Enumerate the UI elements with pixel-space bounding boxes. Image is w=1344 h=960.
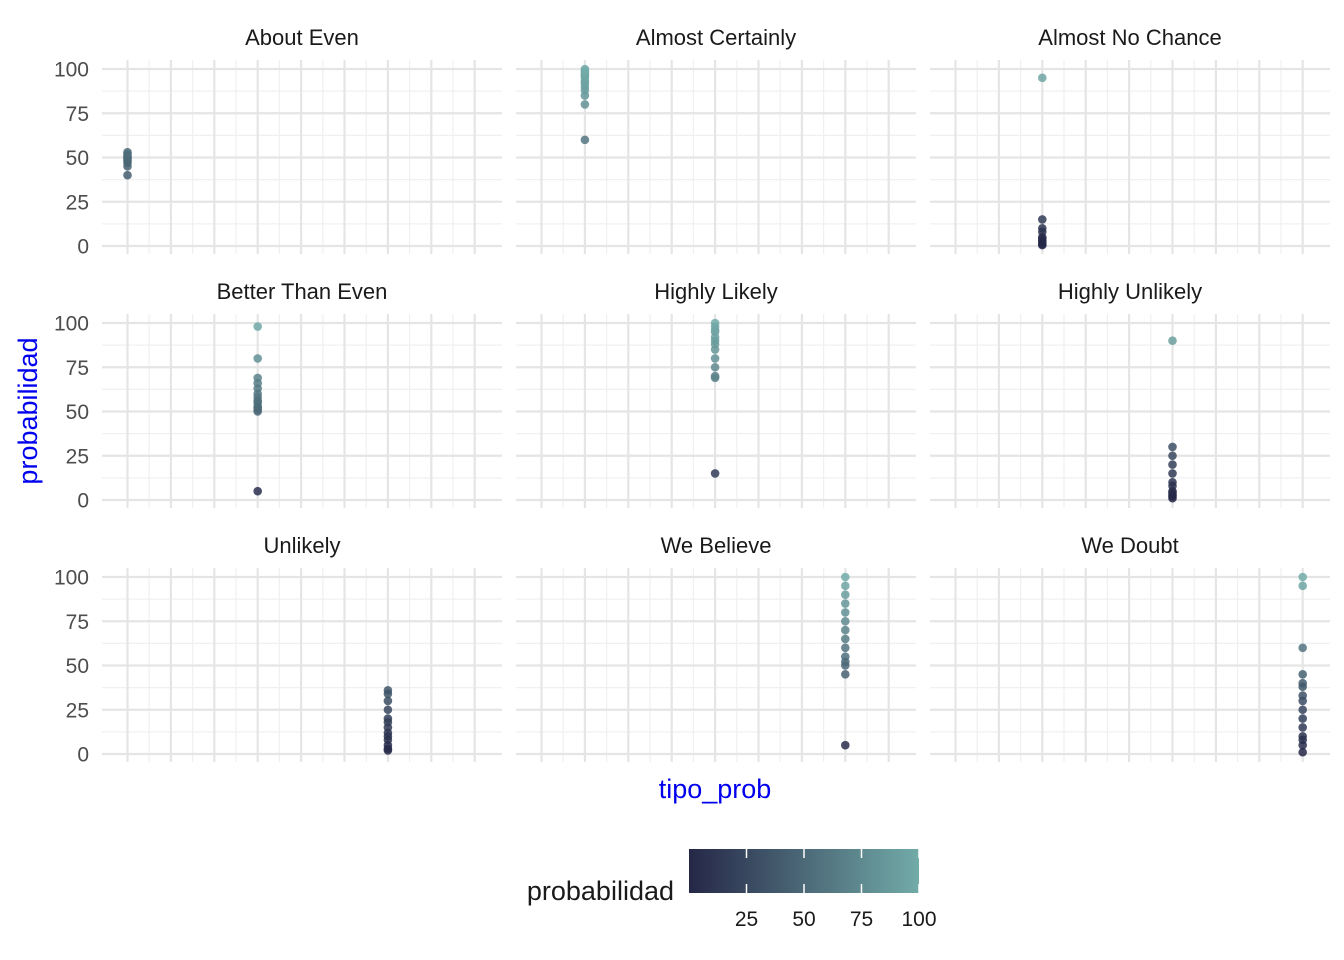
facet-panel: Highly Unlikely [930, 279, 1330, 508]
data-point [1298, 581, 1307, 591]
data-point [841, 581, 850, 591]
facet-panel: Almost No Chance [930, 25, 1330, 254]
data-point [1168, 469, 1177, 478]
data-point [383, 746, 393, 755]
legend-tick-label: 100 [901, 908, 936, 931]
color-legend: probabilidad 25 50 75 100 [527, 849, 937, 931]
data-point [1298, 643, 1307, 653]
data-point [1168, 442, 1177, 452]
data-point [841, 616, 850, 626]
facet-panel: We Believe [516, 533, 916, 762]
facet-panel: Better Than Even 0 25 50 75 100 [54, 279, 502, 513]
data-point [1298, 714, 1307, 723]
data-point [710, 345, 720, 354]
y-tick-label: 25 [66, 445, 89, 468]
data-point [841, 670, 850, 679]
facet-title: Unlikely [263, 533, 340, 558]
data-point [580, 64, 590, 74]
data-point [1298, 670, 1307, 679]
data-point [1298, 740, 1307, 750]
data-point [1298, 682, 1307, 692]
data-point [253, 407, 262, 416]
data-point [580, 100, 590, 109]
facet-title: We Believe [661, 533, 772, 558]
facet-title: Highly Unlikely [1058, 279, 1202, 304]
data-point [1038, 73, 1047, 83]
data-point [580, 135, 590, 145]
data-point [123, 147, 132, 157]
data-point [841, 572, 850, 582]
y-tick-label: 75 [66, 611, 89, 634]
data-point [253, 354, 262, 363]
data-point [841, 740, 850, 750]
y-tick-label: 100 [54, 313, 89, 336]
y-tick-label: 0 [77, 744, 89, 767]
y-tick-label: 75 [66, 357, 89, 380]
data-point [710, 373, 720, 383]
y-axis-title: probabilidad [13, 337, 43, 484]
data-point [1298, 696, 1307, 706]
facet-panels: About Even 0 25 50 75 100 Almost Certainly Almo… [54, 25, 1330, 767]
data-point [1038, 215, 1047, 224]
facet-title: We Doubt [1081, 533, 1178, 558]
data-point [1168, 336, 1177, 346]
y-tick-label: 0 [77, 490, 89, 513]
y-tick-label: 25 [66, 191, 89, 214]
y-tick-label: 0 [77, 236, 89, 259]
facet-title: Highly Likely [654, 279, 778, 304]
data-point [710, 362, 720, 372]
facet-panel: Unlikely 0 25 50 75 100 [54, 533, 502, 767]
data-point [1298, 705, 1307, 715]
data-point [841, 643, 850, 653]
data-point [1298, 723, 1307, 732]
data-point [710, 469, 720, 478]
data-point [1298, 747, 1307, 757]
legend-title: probabilidad [527, 876, 674, 906]
y-tick-label: 50 [66, 147, 89, 170]
facet-panel: Almost Certainly [516, 25, 916, 254]
y-tick-label: 100 [54, 567, 89, 590]
data-point [841, 661, 850, 670]
data-point [1038, 240, 1047, 250]
y-tick-label: 50 [66, 655, 89, 678]
data-point [1168, 451, 1177, 461]
legend-tick-label: 25 [735, 908, 758, 931]
facet-title: Almost No Chance [1038, 25, 1221, 50]
data-point [123, 170, 132, 180]
x-axis-title: tipo_prob [659, 774, 772, 804]
legend-ticks: 25 50 75 100 [735, 849, 937, 931]
data-point [1168, 493, 1177, 503]
legend-tick-label: 75 [850, 908, 873, 931]
facet-title: About Even [245, 25, 359, 50]
data-point [383, 705, 393, 715]
legend-tick-label: 50 [792, 908, 815, 931]
data-point [1168, 460, 1177, 469]
data-point [841, 599, 850, 608]
data-point [383, 696, 393, 706]
data-point [841, 590, 850, 599]
facet-title: Better Than Even [217, 279, 388, 304]
data-point [253, 322, 262, 331]
y-tick-label: 50 [66, 401, 89, 424]
y-tick-label: 100 [54, 59, 89, 82]
facet-panel: We Doubt [930, 533, 1330, 762]
facet-title: Almost Certainly [636, 25, 796, 50]
facet-panel: Highly Likely [516, 279, 916, 508]
y-tick-label: 75 [66, 103, 89, 126]
data-point [383, 689, 393, 699]
data-point [841, 608, 850, 617]
data-point [710, 354, 720, 363]
data-point [841, 634, 850, 644]
data-point [841, 625, 850, 635]
facet-panel: About Even 0 25 50 75 100 [54, 25, 502, 259]
data-point [253, 486, 262, 496]
y-tick-label: 25 [66, 699, 89, 722]
data-point [1298, 572, 1307, 582]
